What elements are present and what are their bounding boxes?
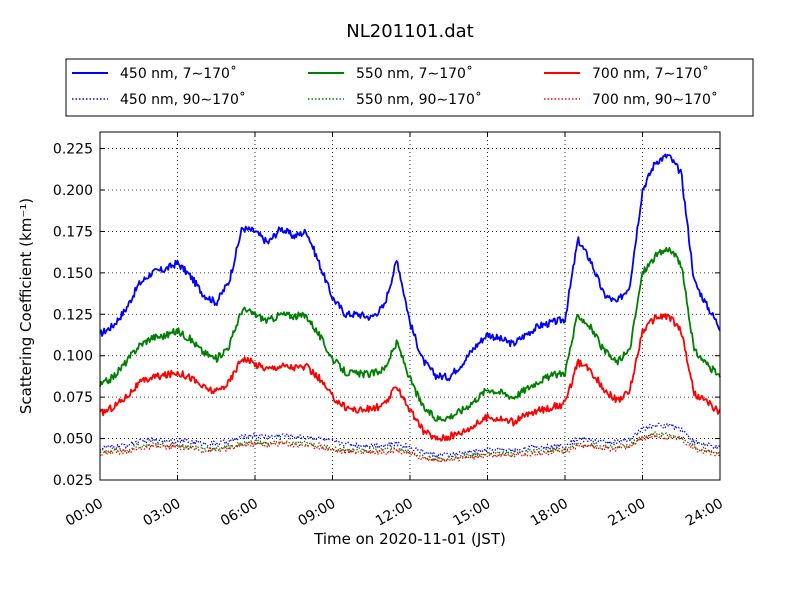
series-line-4 xyxy=(99,313,721,442)
x-tick-label: 06:00 xyxy=(218,496,261,530)
y-tick-label: 0.225 xyxy=(53,142,93,158)
x-tick-label: 00:00 xyxy=(63,496,106,530)
legend-label: 700 nm, 90∼170˚ xyxy=(592,91,718,108)
x-tick-label: 24:00 xyxy=(683,496,726,530)
x-tick-label: 15:00 xyxy=(451,496,494,530)
x-axis-label: Time on 2020-11-01 (JST) xyxy=(313,530,506,548)
x-tick-label: 03:00 xyxy=(141,496,184,530)
x-tick-label: 09:00 xyxy=(296,496,339,530)
y-tick-label: 0.150 xyxy=(53,266,93,282)
series-line-0 xyxy=(99,153,721,382)
series-line-2 xyxy=(99,247,721,422)
series-line-5 xyxy=(99,432,721,464)
x-tick-label: 21:00 xyxy=(606,496,649,530)
ticks xyxy=(99,132,721,481)
series-line-3 xyxy=(99,431,721,462)
y-axis-label: Scattering Coefficient (km⁻¹) xyxy=(17,198,35,414)
y-tick-label: 0.200 xyxy=(53,183,93,199)
y-tick-label: 0.175 xyxy=(53,224,93,240)
y-tick-label: 0.075 xyxy=(53,390,93,406)
plot-area xyxy=(99,131,721,481)
legend-box xyxy=(65,58,754,117)
y-tick-label: 0.100 xyxy=(53,349,93,365)
legend-label: 450 nm, 7∼170˚ xyxy=(120,65,237,82)
legend: 450 nm, 7∼170˚ 550 nm, 7∼170˚ 700 nm, 7∼17… xyxy=(65,58,754,117)
y-tick-label: 0.025 xyxy=(53,473,93,489)
series-line-1 xyxy=(99,422,721,458)
chart-title: NL201101.dat xyxy=(346,21,473,42)
y-tick-labels: 0.025 0.050 0.075 0.100 0.125 0.150 0.175 0.200… xyxy=(53,142,93,489)
x-tick-labels: 00:00 03:00 06:00 09:00 12:00 15:00 18:00 21:00… xyxy=(63,496,726,530)
x-tick-label: 12:00 xyxy=(373,496,416,530)
series-layer xyxy=(99,153,721,464)
legend-label: 450 nm, 90∼170˚ xyxy=(120,91,246,108)
x-tick-label: 18:00 xyxy=(528,496,571,530)
y-tick-label: 0.125 xyxy=(53,307,93,323)
legend-label: 700 nm, 7∼170˚ xyxy=(592,65,709,82)
legend-label: 550 nm, 7∼170˚ xyxy=(356,65,473,82)
y-tick-label: 0.050 xyxy=(53,432,93,448)
legend-label: 550 nm, 90∼170˚ xyxy=(356,91,482,108)
